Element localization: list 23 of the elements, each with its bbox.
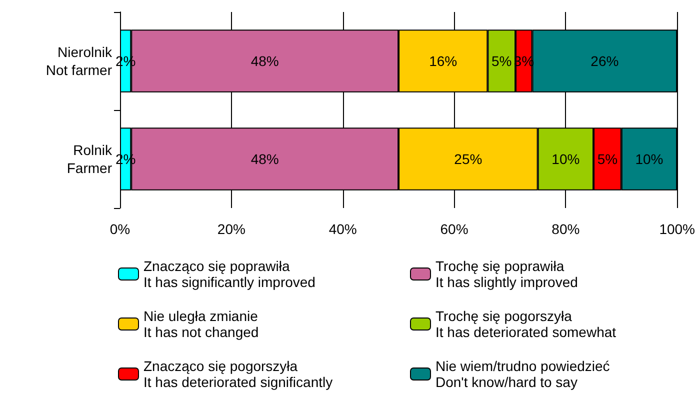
x-tick-label: 20% [217,221,246,237]
legend-label: Znacząco się pogorszyła It has deteriorated significantly [144,358,333,390]
data-label: 48% [250,53,279,69]
x-tick-label: 80% [552,221,580,237]
y-tick-label: Rolnik Farmer [66,142,113,176]
data-label: 5% [491,53,512,69]
legend-label: Znacząco się poprawiła It has significantly improved [144,258,316,290]
data-label: 10% [635,151,664,167]
legend-label: Trochę się pogorszyła It has deteriorated somewhat [436,308,616,340]
legend-label: Trochę się poprawiła It has slightly improved [436,258,578,290]
legend-label: Nie uległa zmianie It has not changed [144,308,259,340]
data-label: 25% [454,151,482,167]
data-label: 5% [597,151,618,167]
x-tick-label: 40% [328,221,357,237]
data-label: 10% [552,151,580,167]
legend-label: Nie wiem/trudno powiedzieć Don't know/hard to say [436,358,610,390]
x-tick-label: 60% [440,221,468,237]
x-tick-label: 100% [659,221,696,237]
x-tick-label: 0% [110,221,130,237]
data-label: 26% [590,53,619,69]
data-label: 16% [429,53,458,69]
data-label: 48% [250,151,279,167]
y-tick-label: Nierolnik Not farmer [46,44,113,78]
